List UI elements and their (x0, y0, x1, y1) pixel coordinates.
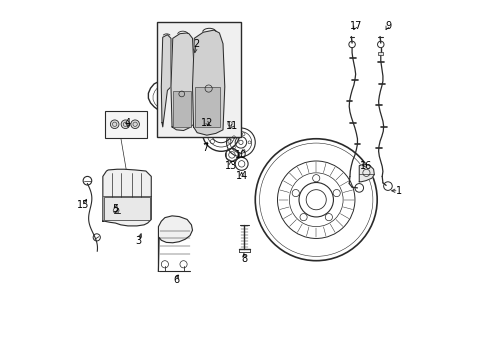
Text: 14: 14 (235, 171, 247, 181)
Text: 17: 17 (349, 21, 361, 31)
Text: 2: 2 (193, 39, 199, 49)
Circle shape (131, 120, 139, 129)
Text: 13: 13 (224, 161, 237, 171)
Polygon shape (359, 164, 373, 182)
Text: 6: 6 (173, 275, 179, 285)
Circle shape (121, 120, 129, 129)
Polygon shape (192, 30, 224, 135)
Text: 3: 3 (135, 236, 142, 246)
Bar (105, 111, 146, 138)
Text: 4: 4 (124, 118, 131, 128)
Text: 10: 10 (234, 150, 246, 160)
Text: 16: 16 (360, 161, 372, 171)
Text: 11: 11 (225, 121, 238, 131)
Polygon shape (102, 169, 151, 226)
Text: 15: 15 (77, 200, 89, 210)
Polygon shape (161, 35, 171, 127)
Text: 9: 9 (384, 21, 390, 31)
Polygon shape (158, 216, 192, 271)
Bar (378, 51, 383, 55)
Text: 1: 1 (395, 186, 401, 196)
Text: 5: 5 (112, 204, 118, 214)
Text: 7: 7 (202, 143, 208, 153)
Text: 8: 8 (241, 254, 247, 264)
Circle shape (110, 120, 119, 129)
Bar (195, 87, 220, 127)
Polygon shape (171, 33, 194, 131)
Text: 12: 12 (200, 118, 213, 128)
Bar (156, 22, 241, 137)
Bar (103, 197, 150, 220)
Bar (173, 91, 190, 127)
